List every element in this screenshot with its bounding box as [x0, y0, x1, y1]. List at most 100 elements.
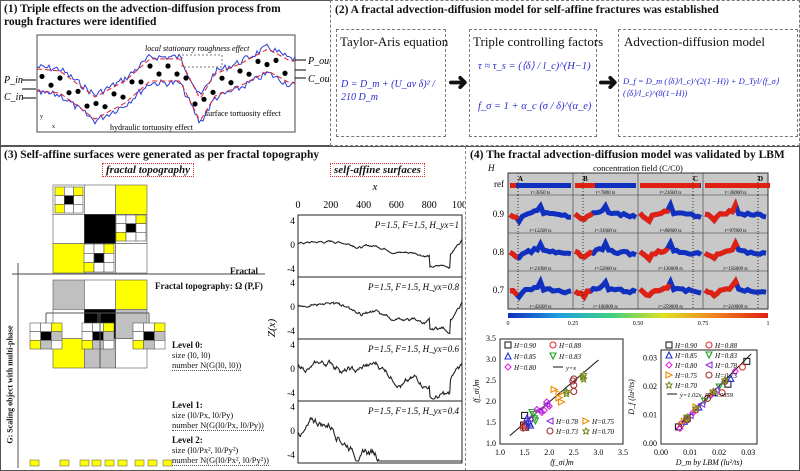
marker-diamond: [545, 402, 553, 410]
particle: [210, 89, 216, 95]
plume-channel: [508, 200, 572, 226]
plume-front: [573, 277, 637, 302]
ref-channel: [510, 183, 571, 188]
y-tick-label: 3.0: [486, 355, 496, 364]
fractal-cell: [84, 184, 116, 215]
multiphase-cell: [115, 279, 148, 310]
level-2: Level 2: size (l0/Px², l0/Py²) number N(G(…: [172, 435, 269, 466]
particle: [147, 63, 153, 69]
marker-triangle-left: [704, 361, 713, 369]
particle: [174, 71, 180, 77]
roughness-formula: f_σ = 1 + α_c (σ / δ)^(α_e): [478, 101, 592, 112]
legend-label: H=0.90: [674, 342, 698, 350]
box-title: Triple controlling factors: [473, 34, 604, 49]
sub-cell: [135, 223, 147, 233]
column-label: D: [758, 175, 763, 183]
time-label: t=52000 ts: [595, 267, 617, 272]
legend-label: H=0.75: [674, 372, 698, 380]
particle: [183, 75, 189, 81]
legend-label: H=0.78: [714, 362, 738, 370]
particle: [39, 73, 45, 80]
marker-star: [562, 389, 571, 398]
level-0: Level 0: size (l0, l0) number N(G(l0, l0)): [172, 340, 242, 371]
x-tick-label: 3.0: [593, 448, 603, 457]
self-affine-profiles-chart: x02004006008001000Z(x)40-4P=1.5, F=1.5, …: [266, 181, 465, 464]
marker-circle: [705, 371, 713, 379]
time-label: t=42600 ts: [530, 305, 552, 310]
plume-front: [574, 237, 637, 260]
c-in-label: C_in: [4, 92, 23, 103]
legend-label: H=0.83: [558, 353, 582, 361]
sub-cell: [135, 232, 147, 242]
x-tick-label: 200: [323, 200, 338, 211]
marker-circle: [721, 377, 729, 385]
legend-label: H=0.73: [555, 428, 579, 436]
marker-star: [720, 375, 730, 384]
tree-connector: [45, 312, 150, 368]
level1-cell: [143, 331, 155, 341]
sub-cell: [103, 262, 115, 273]
sub-cell: [135, 214, 147, 224]
panel-2-title: (2) A fractal advection-diffusion model …: [335, 4, 719, 16]
marker-circle: [705, 341, 713, 349]
series-H=0.73: [683, 371, 729, 424]
marker-diamond: [665, 361, 673, 369]
particle: [120, 94, 126, 100]
marker-triangle-left: [535, 406, 543, 415]
time-label: t=21600 ts: [660, 191, 682, 196]
axis-y-label: y: [40, 114, 43, 120]
sub-cell: [93, 262, 105, 273]
hydraulic-tortuosity-label: hydraulic tortuosity effect: [110, 123, 194, 132]
fractal-cell: [115, 184, 148, 215]
marker-triangle-down: [549, 352, 557, 361]
legend-label: H=0.83: [714, 352, 738, 360]
particle: [192, 101, 198, 107]
particle: [165, 63, 171, 69]
level2-cell: [162, 459, 173, 467]
particle: [264, 61, 270, 68]
row-label: 0.7: [493, 285, 505, 295]
marker-triangle-up: [504, 351, 512, 360]
particle: [201, 96, 207, 102]
y-tick-label: 0.02: [643, 382, 657, 391]
arrow-right-icon: ➜: [448, 70, 469, 96]
surface-profile: [297, 239, 463, 270]
level1-cell: [92, 331, 104, 341]
axis-x-label: x: [52, 124, 55, 130]
particle: [129, 79, 135, 85]
particle: [93, 100, 99, 107]
mean-plane: [36, 71, 295, 120]
particle: [156, 71, 162, 77]
plot-frame: [660, 349, 758, 445]
sub-cell: [93, 253, 105, 263]
marker-triangle-right: [665, 371, 674, 379]
fractal-label: Fractal: [230, 266, 258, 276]
taylor-aris-formula: D = D_m + (U_av δ)² / 210 D_m: [341, 79, 435, 103]
marker-circle: [570, 381, 578, 389]
box-title: Taylor-Aris equation: [340, 34, 449, 49]
sub-cell: [64, 186, 74, 196]
x-tick-label: 2.0: [544, 448, 554, 457]
y-tick-label: 0.03: [643, 354, 657, 363]
x-axis-label: ⟨f_σi⟩m: [549, 458, 574, 467]
subplot-label: P=1.5, F=1.5, H_yx=0.8: [367, 282, 459, 292]
y-tick-label: 4: [290, 217, 295, 227]
particle: [138, 79, 144, 85]
x-tick-label: 1.5: [520, 448, 530, 457]
level2-cell: [59, 459, 70, 467]
y-tick-label: 0: [290, 365, 295, 375]
x-tick-label: 800: [422, 200, 437, 211]
fractal-topography-diagram: [12, 184, 265, 468]
legend-fit-label: y=1.02x, R²=0.9859: [679, 392, 734, 399]
level1-cell: [29, 331, 41, 341]
marker-triangle-up: [680, 416, 689, 425]
y-axis-label: ⟨f_σi⟩m: [472, 379, 481, 404]
level2-cell: [91, 459, 102, 467]
plume-front: [573, 201, 638, 223]
level1-cell: [92, 340, 104, 350]
surface-profile: [297, 359, 463, 400]
legend-label: H=0.80: [513, 364, 537, 372]
arrow-right-icon: ➜: [598, 70, 619, 96]
x-tick-label: 2.5: [569, 448, 579, 457]
marker-circle: [703, 394, 712, 402]
